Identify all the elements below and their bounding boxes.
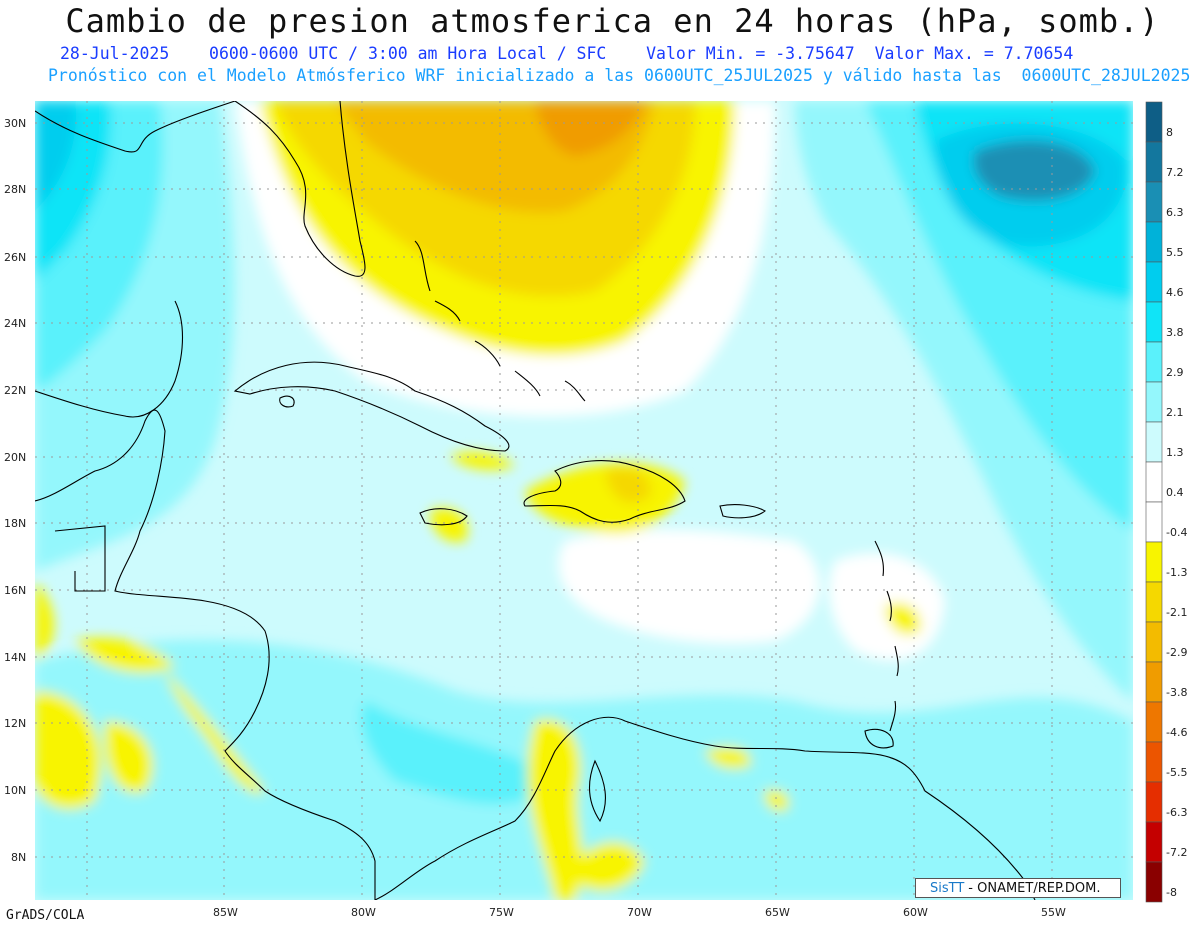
- cuba: [233, 361, 510, 452]
- colorbar-tick-label: -1.3: [1166, 566, 1188, 579]
- colorbar-swatch: [1145, 181, 1163, 223]
- mexico-border: [54, 525, 106, 592]
- trinidad: [864, 728, 894, 749]
- colorbar-swatch: [1145, 701, 1163, 743]
- colorbar-swatch: [1145, 381, 1163, 423]
- colorbar-swatch: [1145, 741, 1163, 783]
- lon-label-55w: 55W: [1041, 906, 1066, 919]
- florida-coast: [234, 101, 366, 277]
- credit-text: - ONAMET/REP.DOM.: [968, 880, 1101, 896]
- yucatan: [35, 300, 184, 418]
- colorbar-swatch: [1145, 781, 1163, 823]
- colorbar-tick-label: 5.5: [1166, 246, 1184, 259]
- maracaibo: [589, 759, 606, 823]
- colorbar-swatch: [1145, 461, 1163, 503]
- chart-title: Cambio de presion atmosferica en 24 hora…: [65, 2, 1160, 40]
- sistt-logo: SisTT: [930, 880, 965, 896]
- colorbar-tick-label: 2.1: [1166, 406, 1184, 419]
- coastlines: [35, 101, 1036, 900]
- field-shading: [35, 101, 1133, 900]
- colorbar-swatch: [1145, 141, 1163, 183]
- colorbar-tick-label: -7.2: [1166, 846, 1188, 859]
- colorbar-tick-label: -5.5: [1166, 766, 1188, 779]
- puerto-rico: [719, 504, 766, 519]
- colorbar-swatch: [1145, 261, 1163, 303]
- colorbar-swatch: [1145, 621, 1163, 663]
- colorbar-swatch: [1145, 581, 1163, 623]
- lat-label-24n: 24N: [4, 317, 27, 330]
- colorbar-tick-label: 7.2: [1166, 166, 1184, 179]
- lat-label-8n: 8N: [11, 851, 27, 864]
- colorbar-tick-label: -4.6: [1166, 726, 1188, 739]
- lon-label-70w: 70W: [627, 906, 652, 919]
- colorbar-tick-label: 8: [1166, 126, 1173, 139]
- colorbar-swatch: [1145, 501, 1163, 543]
- hispaniola: [523, 460, 686, 523]
- lon-label-75w: 75W: [489, 906, 514, 919]
- colorbar-swatch: [1145, 661, 1163, 703]
- colorbar-swatch: [1145, 341, 1163, 383]
- lat-label-28n: 28N: [4, 183, 27, 196]
- lat-label-26n: 26N: [4, 251, 27, 264]
- colorbar-tick-label: 3.8: [1166, 326, 1184, 339]
- colorbar-tick-label: -2.1: [1166, 606, 1188, 619]
- pressure-change-map: [35, 101, 1133, 900]
- graticule: [35, 101, 1133, 900]
- south-america: [374, 716, 1036, 900]
- credit-box: SisTT - ONAMET/REP.DOM.: [915, 878, 1121, 898]
- jamaica: [419, 508, 468, 526]
- colorbar-tick-label: 1.3: [1166, 446, 1184, 459]
- lat-label-22n: 22N: [4, 384, 27, 397]
- colorbar-swatch: [1145, 421, 1163, 463]
- lon-label-65w: 65W: [765, 906, 790, 919]
- colorbar-tick-label: -3.8: [1166, 686, 1188, 699]
- colorbar-swatch: [1145, 301, 1163, 343]
- central-america: [35, 409, 376, 900]
- colorbar-tick-label: 2.9: [1166, 366, 1184, 379]
- colorbar-swatch: [1145, 861, 1163, 903]
- colorbar-tick-label: 4.6: [1166, 286, 1184, 299]
- isla-juventud: [279, 395, 295, 408]
- colorbar-swatch: [1145, 221, 1163, 263]
- bahamas: [414, 240, 586, 402]
- colorbar-tick-label: -8: [1166, 886, 1177, 899]
- colorbar-swatch: [1145, 101, 1163, 143]
- colorbar-tick-label: -2.9: [1166, 646, 1188, 659]
- colorbar: [1145, 101, 1163, 903]
- lat-label-16n: 16N: [4, 584, 27, 597]
- subtitle-date-range: 28-Jul-2025 0600-0600 UTC / 3:00 am Hora…: [60, 44, 1074, 63]
- colorbar-tick-label: -6.3: [1166, 806, 1188, 819]
- lat-label-12n: 12N: [4, 717, 27, 730]
- lon-label-85w: 85W: [213, 906, 238, 919]
- colorbar-tick-label: 6.3: [1166, 206, 1184, 219]
- lon-label-80w: 80W: [351, 906, 376, 919]
- gulf-coast: [35, 101, 236, 153]
- colorbar-swatch: [1145, 821, 1163, 863]
- lat-label-10n: 10N: [4, 784, 27, 797]
- lat-label-20n: 20N: [4, 451, 27, 464]
- subtitle-model-info: Pronóstico con el Modelo Atmósferico WRF…: [48, 66, 1191, 85]
- lat-label-18n: 18N: [4, 517, 27, 530]
- lat-label-14n: 14N: [4, 651, 27, 664]
- grads-footer: GrADS/COLA: [6, 908, 85, 923]
- colorbar-tick-label: 0.4: [1166, 486, 1184, 499]
- colorbar-swatch: [1145, 541, 1163, 583]
- lesser-antilles: [874, 540, 899, 732]
- colorbar-tick-label: -0.4: [1166, 526, 1188, 539]
- lon-label-60w: 60W: [903, 906, 928, 919]
- lat-label-30n: 30N: [4, 117, 27, 130]
